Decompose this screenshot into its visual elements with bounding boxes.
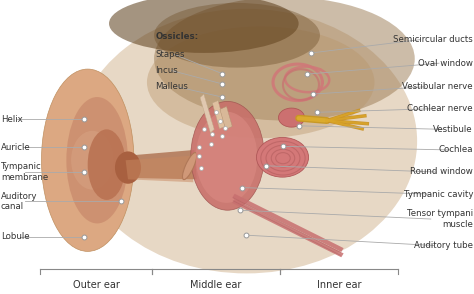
Polygon shape bbox=[126, 156, 193, 182]
Ellipse shape bbox=[66, 97, 128, 223]
Polygon shape bbox=[232, 199, 344, 257]
Text: Lobule: Lobule bbox=[1, 232, 29, 241]
Polygon shape bbox=[212, 101, 225, 129]
Ellipse shape bbox=[256, 138, 309, 177]
Polygon shape bbox=[232, 194, 344, 252]
Text: Incus: Incus bbox=[155, 66, 178, 75]
Ellipse shape bbox=[182, 153, 197, 180]
Text: Tympanic cavity: Tympanic cavity bbox=[403, 190, 473, 198]
Text: Tensor tympani
muscle: Tensor tympani muscle bbox=[407, 209, 473, 229]
Text: Cochlear nerve: Cochlear nerve bbox=[408, 104, 473, 113]
Text: Inner ear: Inner ear bbox=[317, 280, 361, 290]
Ellipse shape bbox=[76, 9, 417, 273]
Text: Auditory
canal: Auditory canal bbox=[1, 192, 37, 211]
Polygon shape bbox=[126, 150, 197, 179]
Ellipse shape bbox=[109, 0, 299, 53]
Ellipse shape bbox=[154, 3, 320, 68]
Text: Round window: Round window bbox=[410, 168, 473, 176]
Text: Helix: Helix bbox=[1, 115, 23, 123]
Text: Vestibular nerve: Vestibular nerve bbox=[402, 82, 473, 91]
Text: Oval window: Oval window bbox=[418, 59, 473, 68]
Text: Middle ear: Middle ear bbox=[190, 280, 241, 290]
Ellipse shape bbox=[196, 112, 257, 203]
Text: Vestibule: Vestibule bbox=[433, 125, 473, 134]
Ellipse shape bbox=[88, 129, 126, 200]
Ellipse shape bbox=[154, 0, 415, 121]
Text: Cochlea: Cochlea bbox=[438, 146, 473, 154]
Ellipse shape bbox=[41, 69, 134, 251]
Text: Outer ear: Outer ear bbox=[73, 280, 119, 290]
Ellipse shape bbox=[278, 108, 304, 127]
Text: Tympanic
membrane: Tympanic membrane bbox=[1, 162, 48, 182]
Text: Ossicles:: Ossicles: bbox=[155, 32, 199, 41]
Polygon shape bbox=[200, 94, 214, 133]
Text: Semicircular ducts: Semicircular ducts bbox=[393, 35, 473, 44]
Text: Malleus: Malleus bbox=[155, 82, 188, 91]
Ellipse shape bbox=[115, 151, 141, 184]
Text: Stapes: Stapes bbox=[155, 50, 185, 59]
Ellipse shape bbox=[71, 131, 114, 190]
Text: Auricle: Auricle bbox=[1, 143, 31, 151]
Ellipse shape bbox=[191, 101, 264, 210]
Ellipse shape bbox=[147, 26, 374, 138]
Polygon shape bbox=[220, 106, 232, 129]
Text: Auditory tube: Auditory tube bbox=[414, 241, 473, 250]
